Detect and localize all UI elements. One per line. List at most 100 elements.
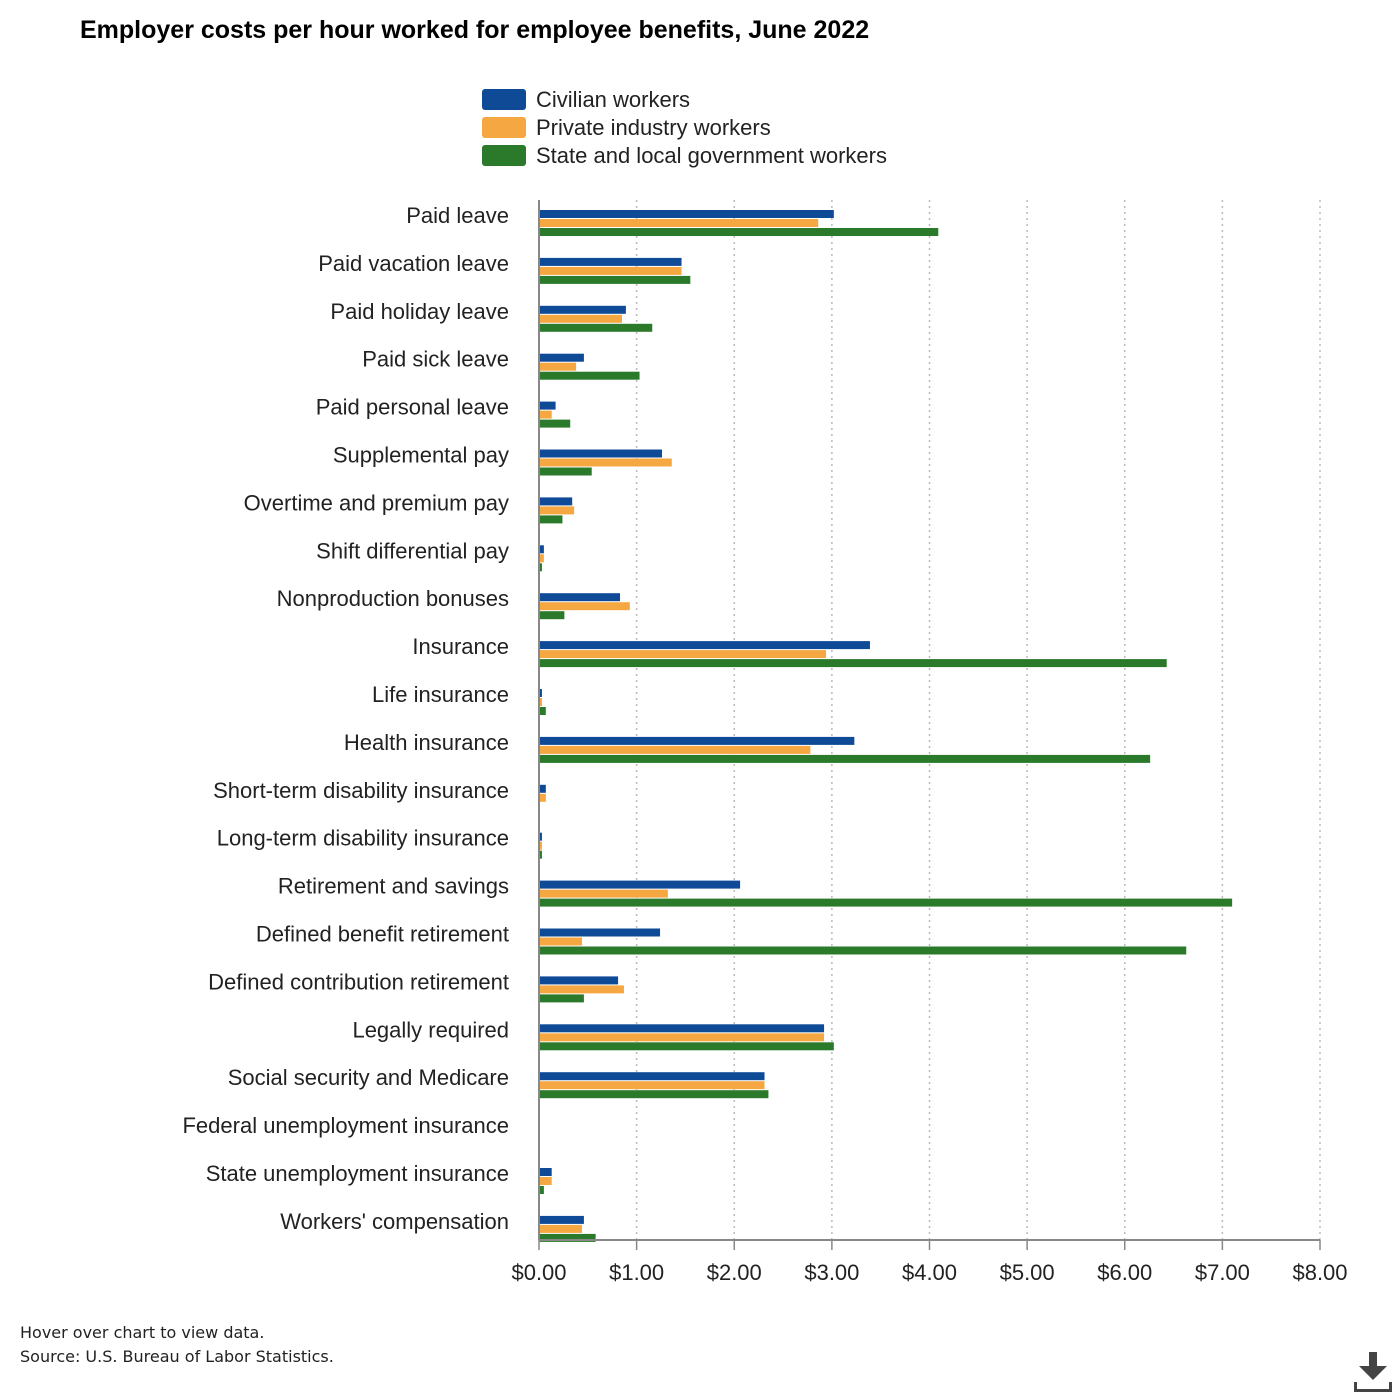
bar-10-0[interactable]: Life insurance — Civilian workers: $0.03 bbox=[539, 689, 542, 697]
bar-16-1[interactable]: Defined contribution retirement — Privat… bbox=[539, 985, 624, 994]
bar-18-0[interactable]: Social security and Medicare — Civilian … bbox=[539, 1072, 765, 1081]
source-note: Source: U.S. Bureau of Labor Statistics. bbox=[20, 1347, 334, 1366]
bar-1-1[interactable]: Paid vacation leave — Private industry w… bbox=[539, 266, 682, 275]
category-label-3: Paid sick leave bbox=[362, 347, 509, 372]
bar-21-0[interactable]: Workers' compensation — Civilian workers… bbox=[539, 1215, 584, 1224]
x-tick-label-2: $2.00 bbox=[707, 1260, 762, 1285]
legend: Civilian workers Private industry workers… bbox=[482, 87, 887, 168]
category-label-10: Life insurance bbox=[372, 682, 509, 707]
bar-15-1[interactable]: Defined benefit retirement — Private ind… bbox=[539, 937, 582, 946]
bar-3-2[interactable]: Paid sick leave — State and local govern… bbox=[539, 371, 640, 380]
legend-label-0[interactable]: Civilian workers bbox=[536, 87, 690, 112]
bar-9-1[interactable]: Insurance — Private industry workers: $2… bbox=[539, 650, 827, 659]
bar-1-2[interactable]: Paid vacation leave — State and local go… bbox=[539, 275, 691, 284]
bar-18-2[interactable]: Social security and Medicare — State and… bbox=[539, 1090, 769, 1099]
bar-15-0[interactable]: Defined benefit retirement — Civilian wo… bbox=[539, 928, 661, 937]
hover-note: Hover over chart to view data. bbox=[20, 1323, 265, 1342]
bar-0-0[interactable]: Paid leave — Civilian workers: $3.02 bbox=[539, 210, 834, 218]
category-label-21: Workers' compensation bbox=[280, 1209, 509, 1234]
legend-label-2[interactable]: State and local government workers bbox=[536, 143, 887, 168]
bar-10-2[interactable]: Life insurance — State and local governm… bbox=[539, 707, 546, 715]
x-tick-label-8: $8.00 bbox=[1292, 1260, 1347, 1285]
bar-5-2[interactable]: Supplemental pay — State and local gover… bbox=[539, 467, 592, 476]
x-tick-label-4: $4.00 bbox=[902, 1260, 957, 1285]
x-tick-label-6: $6.00 bbox=[1097, 1260, 1152, 1285]
legend-label-1[interactable]: Private industry workers bbox=[536, 115, 771, 140]
category-label-8: Nonproduction bonuses bbox=[277, 586, 509, 611]
category-label-13: Long-term disability insurance bbox=[217, 826, 509, 851]
bar-chart[interactable]: Civilian workers Private industry workers… bbox=[0, 0, 1400, 1300]
bar-0-2[interactable]: Paid leave — State and local government … bbox=[539, 228, 939, 236]
bar-13-0[interactable]: Long-term disability insurance — Civilia… bbox=[539, 832, 542, 841]
legend-swatch-0[interactable] bbox=[482, 89, 526, 110]
category-label-18: Social security and Medicare bbox=[228, 1065, 509, 1090]
bar-16-2[interactable]: Defined contribution retirement — State … bbox=[539, 994, 584, 1003]
bar-18-1[interactable]: Social security and Medicare — Private i… bbox=[539, 1081, 765, 1090]
bar-5-1[interactable]: Supplemental pay — Private industry work… bbox=[539, 458, 672, 467]
category-label-17: Legally required bbox=[352, 1017, 509, 1042]
bar-17-2[interactable]: Legally required — State and local gover… bbox=[539, 1042, 834, 1051]
bar-2-1[interactable]: Paid holiday leave — Private industry wo… bbox=[539, 314, 622, 323]
bar-20-2[interactable]: State unemployment insurance — State and… bbox=[539, 1186, 544, 1194]
download-icon[interactable] bbox=[1354, 1352, 1392, 1392]
category-label-7: Shift differential pay bbox=[316, 538, 509, 563]
category-label-9: Insurance bbox=[412, 634, 509, 659]
x-tick-label-0: $0.00 bbox=[511, 1260, 566, 1285]
bar-7-2[interactable]: Shift differential pay — State and local… bbox=[539, 563, 542, 572]
bar-4-2[interactable]: Paid personal leave — State and local go… bbox=[539, 419, 571, 428]
bar-6-2[interactable]: Overtime and premium pay — State and loc… bbox=[539, 515, 563, 524]
bar-12-1[interactable]: Short-term disability insurance — Privat… bbox=[539, 793, 546, 802]
bar-3-0[interactable]: Paid sick leave — Civilian workers: $0.4… bbox=[539, 353, 584, 362]
bar-13-2[interactable]: Long-term disability insurance — State a… bbox=[539, 850, 542, 859]
bar-11-2[interactable]: Health insurance — State and local gover… bbox=[539, 754, 1151, 763]
bar-3-1[interactable]: Paid sick leave — Private industry worke… bbox=[539, 362, 577, 371]
legend-swatch-1[interactable] bbox=[482, 117, 526, 138]
bar-2-2[interactable]: Paid holiday leave — State and local gov… bbox=[539, 323, 653, 332]
x-tick-labels: $0.00 $1.00 $2.00 $3.00 $4.00 $5.00 $6.00 $7.00… bbox=[511, 1260, 1347, 1285]
bars[interactable]: Paid leave — Civilian workers: $3.02Paid… bbox=[539, 210, 1233, 1242]
category-label-19: Federal unemployment insurance bbox=[182, 1113, 509, 1138]
x-tick-label-3: $3.00 bbox=[804, 1260, 859, 1285]
category-label-0: Paid leave bbox=[406, 203, 509, 228]
bar-8-2[interactable]: Nonproduction bonuses — State and local … bbox=[539, 611, 565, 620]
bar-0-1[interactable]: Paid leave — Private industry workers: $… bbox=[539, 219, 819, 227]
chart-title: Employer costs per hour worked for emplo… bbox=[80, 16, 870, 44]
bar-17-1[interactable]: Legally required — Private industry work… bbox=[539, 1033, 825, 1042]
bar-16-0[interactable]: Defined contribution retirement — Civili… bbox=[539, 976, 619, 985]
category-label-2: Paid holiday leave bbox=[330, 299, 509, 324]
bar-7-0[interactable]: Shift differential pay — Civilian worker… bbox=[539, 545, 544, 554]
bar-21-2[interactable]: Workers' compensation — State and local … bbox=[539, 1233, 596, 1242]
bar-4-1[interactable]: Paid personal leave — Private industry w… bbox=[539, 410, 552, 419]
legend-swatch-2[interactable] bbox=[482, 145, 526, 166]
bar-5-0[interactable]: Supplemental pay — Civilian workers: $1.… bbox=[539, 449, 663, 458]
bar-14-2[interactable]: Retirement and savings — State and local… bbox=[539, 898, 1233, 907]
bar-20-1[interactable]: State unemployment insurance — Private i… bbox=[539, 1177, 552, 1185]
bar-7-1[interactable]: Shift differential pay — Private industr… bbox=[539, 554, 544, 563]
bar-17-0[interactable]: Legally required — Civilian workers: $2.… bbox=[539, 1024, 825, 1033]
bar-13-1[interactable]: Long-term disability insurance — Private… bbox=[539, 841, 542, 850]
bar-11-0[interactable]: Health insurance — Civilian workers: $3.… bbox=[539, 736, 855, 745]
bar-15-2[interactable]: Defined benefit retirement — State and l… bbox=[539, 946, 1187, 955]
category-labels: Paid leave Paid vacation leave Paid holida… bbox=[182, 203, 509, 1234]
bar-9-0[interactable]: Insurance — Civilian workers: $3.39 bbox=[539, 641, 870, 650]
bar-14-1[interactable]: Retirement and savings — Private industr… bbox=[539, 889, 668, 898]
bar-21-1[interactable]: Workers' compensation — Private industry… bbox=[539, 1224, 582, 1233]
bar-6-0[interactable]: Overtime and premium pay — Civilian work… bbox=[539, 497, 573, 506]
bar-9-2[interactable]: Insurance — State and local government w… bbox=[539, 659, 1167, 668]
bar-20-0[interactable]: State unemployment insurance — Civilian … bbox=[539, 1168, 552, 1176]
bar-11-1[interactable]: Health insurance — Private industry work… bbox=[539, 745, 811, 754]
axes bbox=[538, 200, 1321, 1250]
category-label-5: Supplemental pay bbox=[333, 443, 509, 468]
bar-2-0[interactable]: Paid holiday leave — Civilian workers: $… bbox=[539, 305, 626, 314]
bar-10-1[interactable]: Life insurance — Private industry worker… bbox=[539, 698, 542, 706]
bar-6-1[interactable]: Overtime and premium pay — Private indus… bbox=[539, 506, 575, 515]
bar-8-0[interactable]: Nonproduction bonuses — Civilian workers… bbox=[539, 593, 621, 602]
bar-4-0[interactable]: Paid personal leave — Civilian workers: … bbox=[539, 401, 556, 410]
category-label-20: State unemployment insurance bbox=[206, 1161, 509, 1186]
bar-8-1[interactable]: Nonproduction bonuses — Private industry… bbox=[539, 602, 630, 611]
bar-12-0[interactable]: Short-term disability insurance — Civili… bbox=[539, 784, 546, 793]
bar-14-0[interactable]: Retirement and savings — Civilian worker… bbox=[539, 880, 741, 889]
bar-1-0[interactable]: Paid vacation leave — Civilian workers: … bbox=[539, 257, 682, 266]
category-label-14: Retirement and savings bbox=[278, 874, 509, 899]
category-label-12: Short-term disability insurance bbox=[213, 778, 509, 803]
